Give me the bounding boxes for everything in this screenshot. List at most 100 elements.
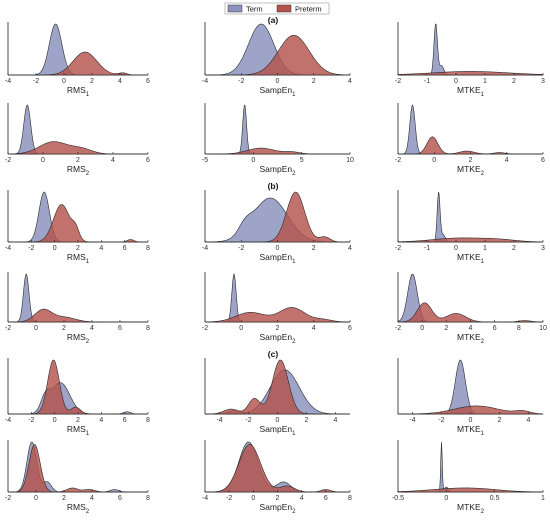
panel-2: -4 -2 0 2 4 SampEn1 <box>202 22 352 98</box>
x-tick-label: 2 <box>469 157 473 164</box>
x-axis-label: MTKE2 <box>457 502 485 515</box>
panel-18: -0.5 0 0.5 1 MTKE2 <box>392 440 545 515</box>
x-tick-label: 4 <box>334 417 338 424</box>
x-tick-label: 0 <box>41 157 45 164</box>
x-axis-label: SampEn1 <box>260 85 297 98</box>
density-area-preterm <box>397 487 544 493</box>
legend-label-term: Term <box>246 5 263 14</box>
legend: Term Preterm <box>224 2 330 15</box>
x-tick-label: 10 <box>346 157 354 164</box>
x-axis-label: SampEn1 <box>260 252 297 265</box>
panel-12: -2 0 2 4 6 8 10 MTKE2 <box>395 272 547 345</box>
x-tick-label: -4 <box>409 417 415 424</box>
x-tick-label: -2 <box>5 157 11 164</box>
x-tick-label: -4 <box>216 417 222 424</box>
x-tick-label: 4 <box>118 78 122 85</box>
panel-17: -4 -2 0 2 4 6 8 SampEn2 <box>202 440 352 515</box>
x-tick-label: 2 <box>76 245 80 252</box>
x-tick-label: 8 <box>517 325 521 332</box>
x-axis-label: RMS2 <box>67 332 90 345</box>
legend-label-preterm: Preterm <box>295 5 322 14</box>
x-tick-label: 0 <box>53 417 57 424</box>
x-tick-label: 6 <box>324 495 328 502</box>
density-area-preterm <box>397 71 544 76</box>
density-area-preterm <box>205 147 350 155</box>
x-tick-label: 4 <box>505 157 509 164</box>
panel-5: -5 0 5 10 SampEn2 <box>202 103 354 177</box>
x-tick-label: 4 <box>99 417 103 424</box>
panel-7: -4 -2 0 2 4 6 8 RMS1 <box>5 190 150 265</box>
x-tick-label: 6 <box>348 325 352 332</box>
x-axis-label: RMS1 <box>67 252 90 265</box>
x-tick-label: -2 <box>33 78 39 85</box>
panel-4: -2 0 2 4 6 RMS2 <box>5 103 150 177</box>
density-area-term <box>8 273 148 323</box>
x-tick-label: -1 <box>424 78 430 85</box>
x-tick-label: 4 <box>348 78 352 85</box>
x-tick-label: 10 <box>539 325 547 332</box>
x-axis-label: RMS2 <box>67 502 90 515</box>
x-tick-label: 8 <box>146 245 150 252</box>
x-axis-label: SampEn2 <box>260 164 297 177</box>
x-tick-label: 0 <box>251 157 255 164</box>
x-tick-label: 8 <box>146 417 150 424</box>
panel-3: -2 -1 0 1 2 3 MTKE1 <box>395 22 545 98</box>
x-tick-label: 3 <box>541 78 545 85</box>
x-tick-label: 6 <box>146 157 150 164</box>
density-area-term <box>205 104 350 155</box>
x-tick-label: -2 <box>238 245 244 252</box>
x-tick-label: -5 <box>202 157 208 164</box>
x-axis-label: MTKE1 <box>457 252 485 265</box>
panel-8: -4 -2 0 2 4 SampEn1 <box>202 190 352 265</box>
panel-10: -2 0 2 4 6 8 RMS2 <box>5 272 150 345</box>
x-tick-label: 2 <box>512 245 516 252</box>
density-area-term <box>398 104 543 155</box>
group-label-b: (b) <box>268 181 279 191</box>
x-tick-label: -4 <box>202 78 208 85</box>
x-tick-label: 6 <box>118 495 122 502</box>
x-tick-label: 0 <box>62 78 66 85</box>
x-tick-label: -4 <box>202 245 208 252</box>
panel-16: -2 0 2 4 6 8 RMS2 <box>5 440 150 515</box>
density-area-preterm <box>8 204 148 243</box>
panel-15: -4 -2 0 2 4 MTKE1 <box>397 358 544 437</box>
density-area-term <box>398 191 543 243</box>
density-area-preterm <box>205 34 351 76</box>
x-axis-label: RMS1 <box>67 85 90 98</box>
x-tick-label: -2 <box>245 417 251 424</box>
x-axis-label: SampEn1 <box>260 424 297 437</box>
x-tick-label: 0 <box>34 495 38 502</box>
x-tick-label: 2 <box>312 245 316 252</box>
x-tick-label: 1 <box>483 245 487 252</box>
x-tick-label: -2 <box>202 325 208 332</box>
density-area-preterm <box>204 359 350 415</box>
legend-swatch-term <box>227 4 243 13</box>
x-axis-label: SampEn2 <box>260 332 297 345</box>
x-tick-label: 2 <box>276 495 280 502</box>
x-tick-label: 0 <box>251 495 255 502</box>
x-tick-label: 0 <box>276 245 280 252</box>
x-axis-label: MTKE1 <box>457 424 485 437</box>
x-tick-label: 6 <box>123 245 127 252</box>
density-area-preterm <box>397 405 544 415</box>
panel-13: -4 -2 0 2 4 6 8 RMS1 <box>5 358 150 437</box>
x-tick-label: 4 <box>312 325 316 332</box>
x-tick-label: -4 <box>202 495 208 502</box>
x-tick-label: 0 <box>444 495 448 502</box>
x-tick-label: 4 <box>300 495 304 502</box>
x-tick-label: 6 <box>146 78 150 85</box>
panel-1: -4 -2 0 2 4 6 RMS1 <box>5 22 150 98</box>
x-tick-label: 2 <box>444 325 448 332</box>
x-tick-label: 0 <box>469 417 473 424</box>
x-tick-label: -4 <box>5 245 11 252</box>
x-tick-label: 4 <box>111 157 115 164</box>
x-axis-label: MTKE2 <box>457 332 485 345</box>
x-tick-label: 0.5 <box>490 495 500 502</box>
x-tick-label: 4 <box>527 417 531 424</box>
density-area-preterm <box>204 444 350 493</box>
x-tick-label: -2 <box>5 325 11 332</box>
group-label-c: (c) <box>268 349 279 359</box>
x-tick-label: 8 <box>348 495 352 502</box>
